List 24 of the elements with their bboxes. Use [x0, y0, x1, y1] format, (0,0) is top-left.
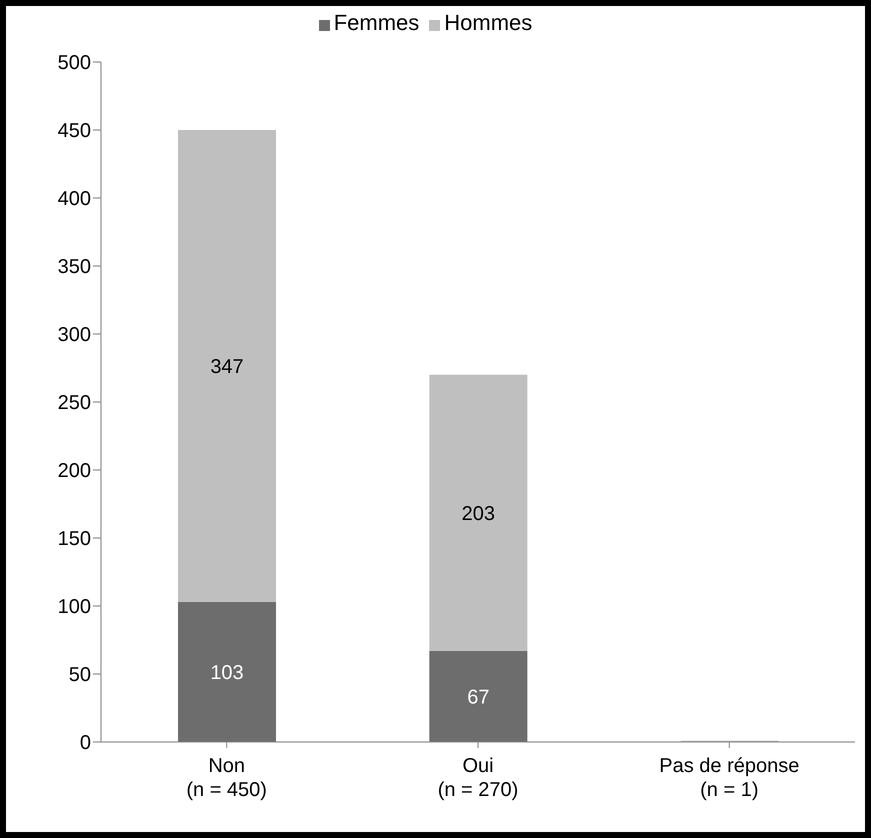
y-tick-label: 50 [68, 664, 91, 686]
bar [429, 650, 528, 742]
y-tick-label: 300 [58, 324, 91, 346]
bar [429, 374, 528, 651]
x-tick-label: Pas de réponse (n = 1) [659, 755, 800, 801]
data-label: 103 [210, 662, 244, 684]
y-tick-label: 200 [58, 460, 91, 482]
y-tick-label: 450 [58, 120, 91, 142]
y-tick-label: 0 [80, 732, 91, 754]
bar [178, 130, 276, 602]
x-tick-label: Non (n = 450) [186, 755, 267, 801]
bar [178, 602, 276, 742]
y-tick-label: 150 [58, 528, 91, 550]
y-tick-label: 100 [58, 596, 91, 618]
data-label: 203 [462, 502, 496, 525]
data-label: 67 [467, 686, 490, 709]
legend-label: Femmes [334, 10, 420, 35]
y-tick-label: 350 [58, 256, 91, 278]
x-tick-label: Oui (n = 270) [438, 755, 518, 801]
y-tick-label: 500 [58, 52, 91, 74]
legend-label: Hommes [444, 10, 532, 35]
y-tick-label: 250 [58, 392, 91, 414]
y-tick-label: 400 [58, 188, 91, 210]
data-label: 347 [210, 356, 244, 378]
